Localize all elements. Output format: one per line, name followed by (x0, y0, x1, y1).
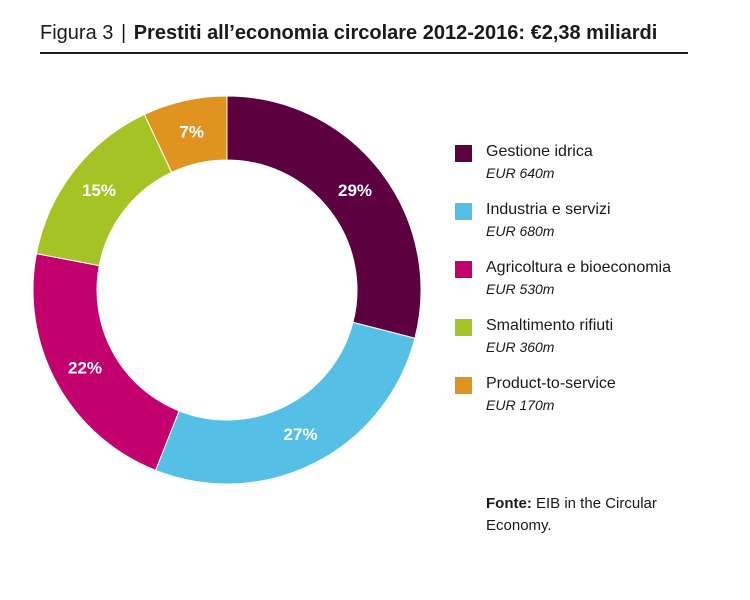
slice-percent-label: 7% (179, 122, 204, 141)
legend-swatch (455, 145, 472, 162)
donut-slice-gestione-idrica (226, 95, 422, 339)
legend-label: Agricoltura e bioeconomia (486, 259, 671, 276)
slice-percent-label: 22% (68, 359, 102, 378)
legend-value: EUR 530m (486, 281, 555, 297)
legend-value: EUR 640m (486, 165, 555, 181)
source-note: Fonte: EIB in the Circular Economy. (486, 493, 686, 537)
donut-slice-industria-e-servizi (154, 321, 416, 485)
legend-value: EUR 360m (486, 339, 555, 355)
donut-slice-agricoltura-e-bioeconomia (32, 253, 180, 472)
slice-percent-label: 29% (338, 181, 372, 200)
source-text: EIB in the Circular Economy. (486, 495, 657, 534)
legend-label: Industria e servizi (486, 201, 611, 218)
legend-item-gestione-idrica: Gestione idrica EUR 640m (455, 142, 735, 200)
legend-swatch (455, 319, 472, 336)
legend-item-agricoltura-e-bioeconomia: Agricoltura e bioeconomia EUR 530m (455, 258, 735, 316)
legend-swatch (455, 377, 472, 394)
chart-title-text: Prestiti all’economia circolare 2012-201… (133, 22, 658, 44)
donut-slice-product-to-service (143, 95, 228, 174)
legend-label: Product-to-service (486, 375, 616, 392)
donut-chart: 29% 27% 22% 15% 7% (32, 95, 422, 485)
slice-percent-label: 27% (284, 425, 318, 444)
legend-swatch (455, 261, 472, 278)
legend-item-industria-e-servizi: Industria e servizi EUR 680m (455, 200, 735, 258)
source-label: Fonte: (486, 495, 532, 512)
legend-item-product-to-service: Product-to-service EUR 170m (455, 374, 735, 432)
legend-label: Gestione idrica (486, 143, 593, 160)
chart-title: Figura 3 | Prestiti all’economia circola… (40, 18, 688, 54)
legend-label: Smaltimento rifiuti (486, 317, 614, 334)
figure-label: Figura 3 (40, 22, 114, 44)
title-separator: | (120, 22, 127, 44)
legend-item-smaltimento-rifiuti: Smaltimento rifiuti EUR 360m (455, 316, 735, 374)
legend-value: EUR 170m (486, 397, 555, 413)
chart-legend: Gestione idrica EUR 640m Industria e ser… (455, 142, 735, 432)
legend-swatch (455, 203, 472, 220)
slice-percent-label: 15% (82, 181, 116, 200)
legend-value: EUR 680m (486, 223, 555, 239)
